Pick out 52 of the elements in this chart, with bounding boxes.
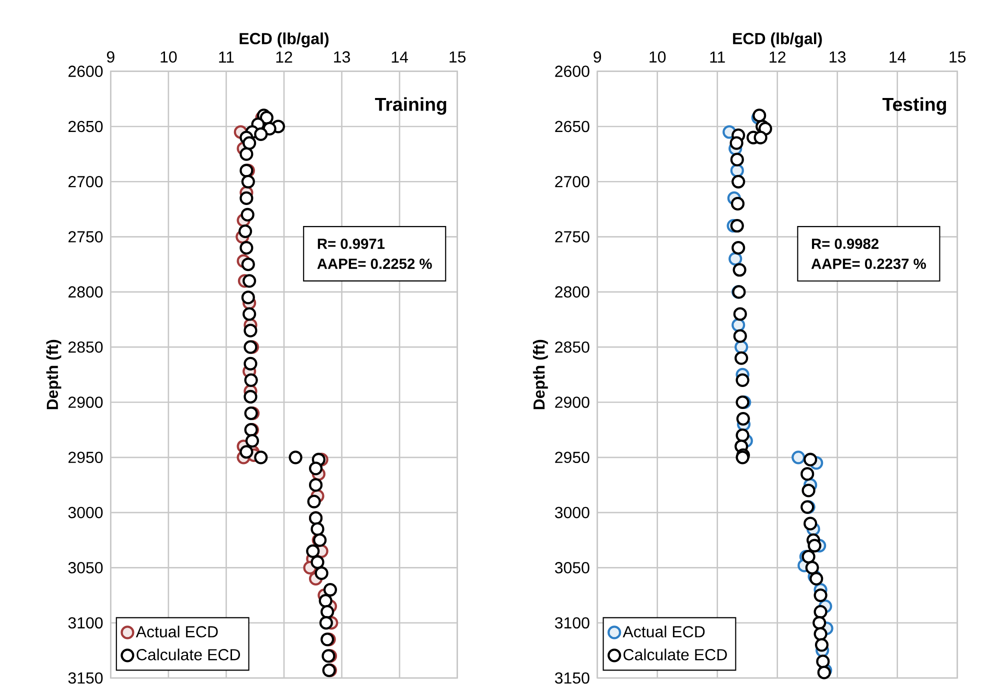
annotation: R= 0.9971	[318, 238, 385, 249]
y-tick-label: 2850	[68, 341, 103, 353]
y-axis-title: Depth (ft)	[532, 340, 548, 410]
x-axis-title: ECD (lb/gal)	[733, 32, 822, 48]
legend-label: Calculate ECD	[624, 648, 727, 660]
y-tick-label: 3050	[554, 562, 590, 574]
y-tick-label: 3150	[554, 672, 590, 684]
text: Training	[375, 97, 446, 115]
x-tick-label: 12	[770, 51, 786, 63]
y-tick-label: 2750	[555, 231, 590, 242]
annotation: AAPE= 0.2252 %	[317, 258, 432, 269]
x-tick-label: 9	[594, 51, 602, 63]
x-tick-label: 13	[830, 51, 846, 63]
x-tick-label: 15	[450, 51, 466, 63]
x-tick-label: 12	[276, 51, 292, 63]
x-tick-label: 14	[392, 52, 408, 63]
x-tick-label: 14	[890, 52, 906, 63]
y-tick-label: 2650	[555, 120, 590, 132]
y-tick-label: 2700	[68, 176, 103, 188]
y-tick-label: 2600	[555, 66, 590, 77]
x-tick-label: 11	[219, 52, 234, 63]
annotation: R= 0.9982	[812, 238, 878, 249]
annotation: AAPE= 0.2237 %	[811, 258, 926, 269]
y-tick-label: 3100	[68, 617, 103, 629]
y-tick-label: 2650	[68, 120, 103, 132]
y-tick-label: 2800	[555, 286, 590, 298]
x-tick-label: 15	[950, 51, 966, 63]
y-tick-label: 2600	[68, 66, 103, 77]
x-tick-label: 11	[710, 52, 725, 63]
y-tick-label: 3000	[68, 506, 103, 518]
y-tick-label: 3100	[554, 617, 590, 629]
y-tick-label: 2850	[555, 341, 590, 353]
y-tick-label: 3050	[68, 562, 103, 574]
y-tick-label: 2700	[555, 176, 590, 188]
x-tick-label: 10	[160, 51, 177, 63]
text: Testing	[882, 97, 946, 115]
y-tick-label: 3000	[554, 506, 590, 518]
y-tick-label: 2900	[555, 396, 590, 408]
x-tick-label: 9	[106, 51, 114, 63]
legend-label: Actual ECD	[622, 626, 705, 638]
y-tick-label: 2950	[555, 452, 590, 464]
legend-label: Calculate ECD	[136, 648, 240, 660]
x-tick-label: 13	[334, 51, 350, 63]
y-tick-label: 2800	[68, 286, 103, 298]
y-tick-label: 2750	[68, 231, 103, 242]
x-axis-title: ECD (lb/gal)	[240, 32, 329, 48]
y-axis-title: Depth (ft)	[46, 340, 62, 410]
y-tick-label: 2950	[68, 452, 103, 464]
x-tick-label: 10	[650, 51, 666, 63]
legend-label: Actual ECD	[136, 626, 218, 638]
y-tick-label: 3150	[68, 672, 103, 684]
y-tick-label: 2900	[68, 396, 103, 408]
